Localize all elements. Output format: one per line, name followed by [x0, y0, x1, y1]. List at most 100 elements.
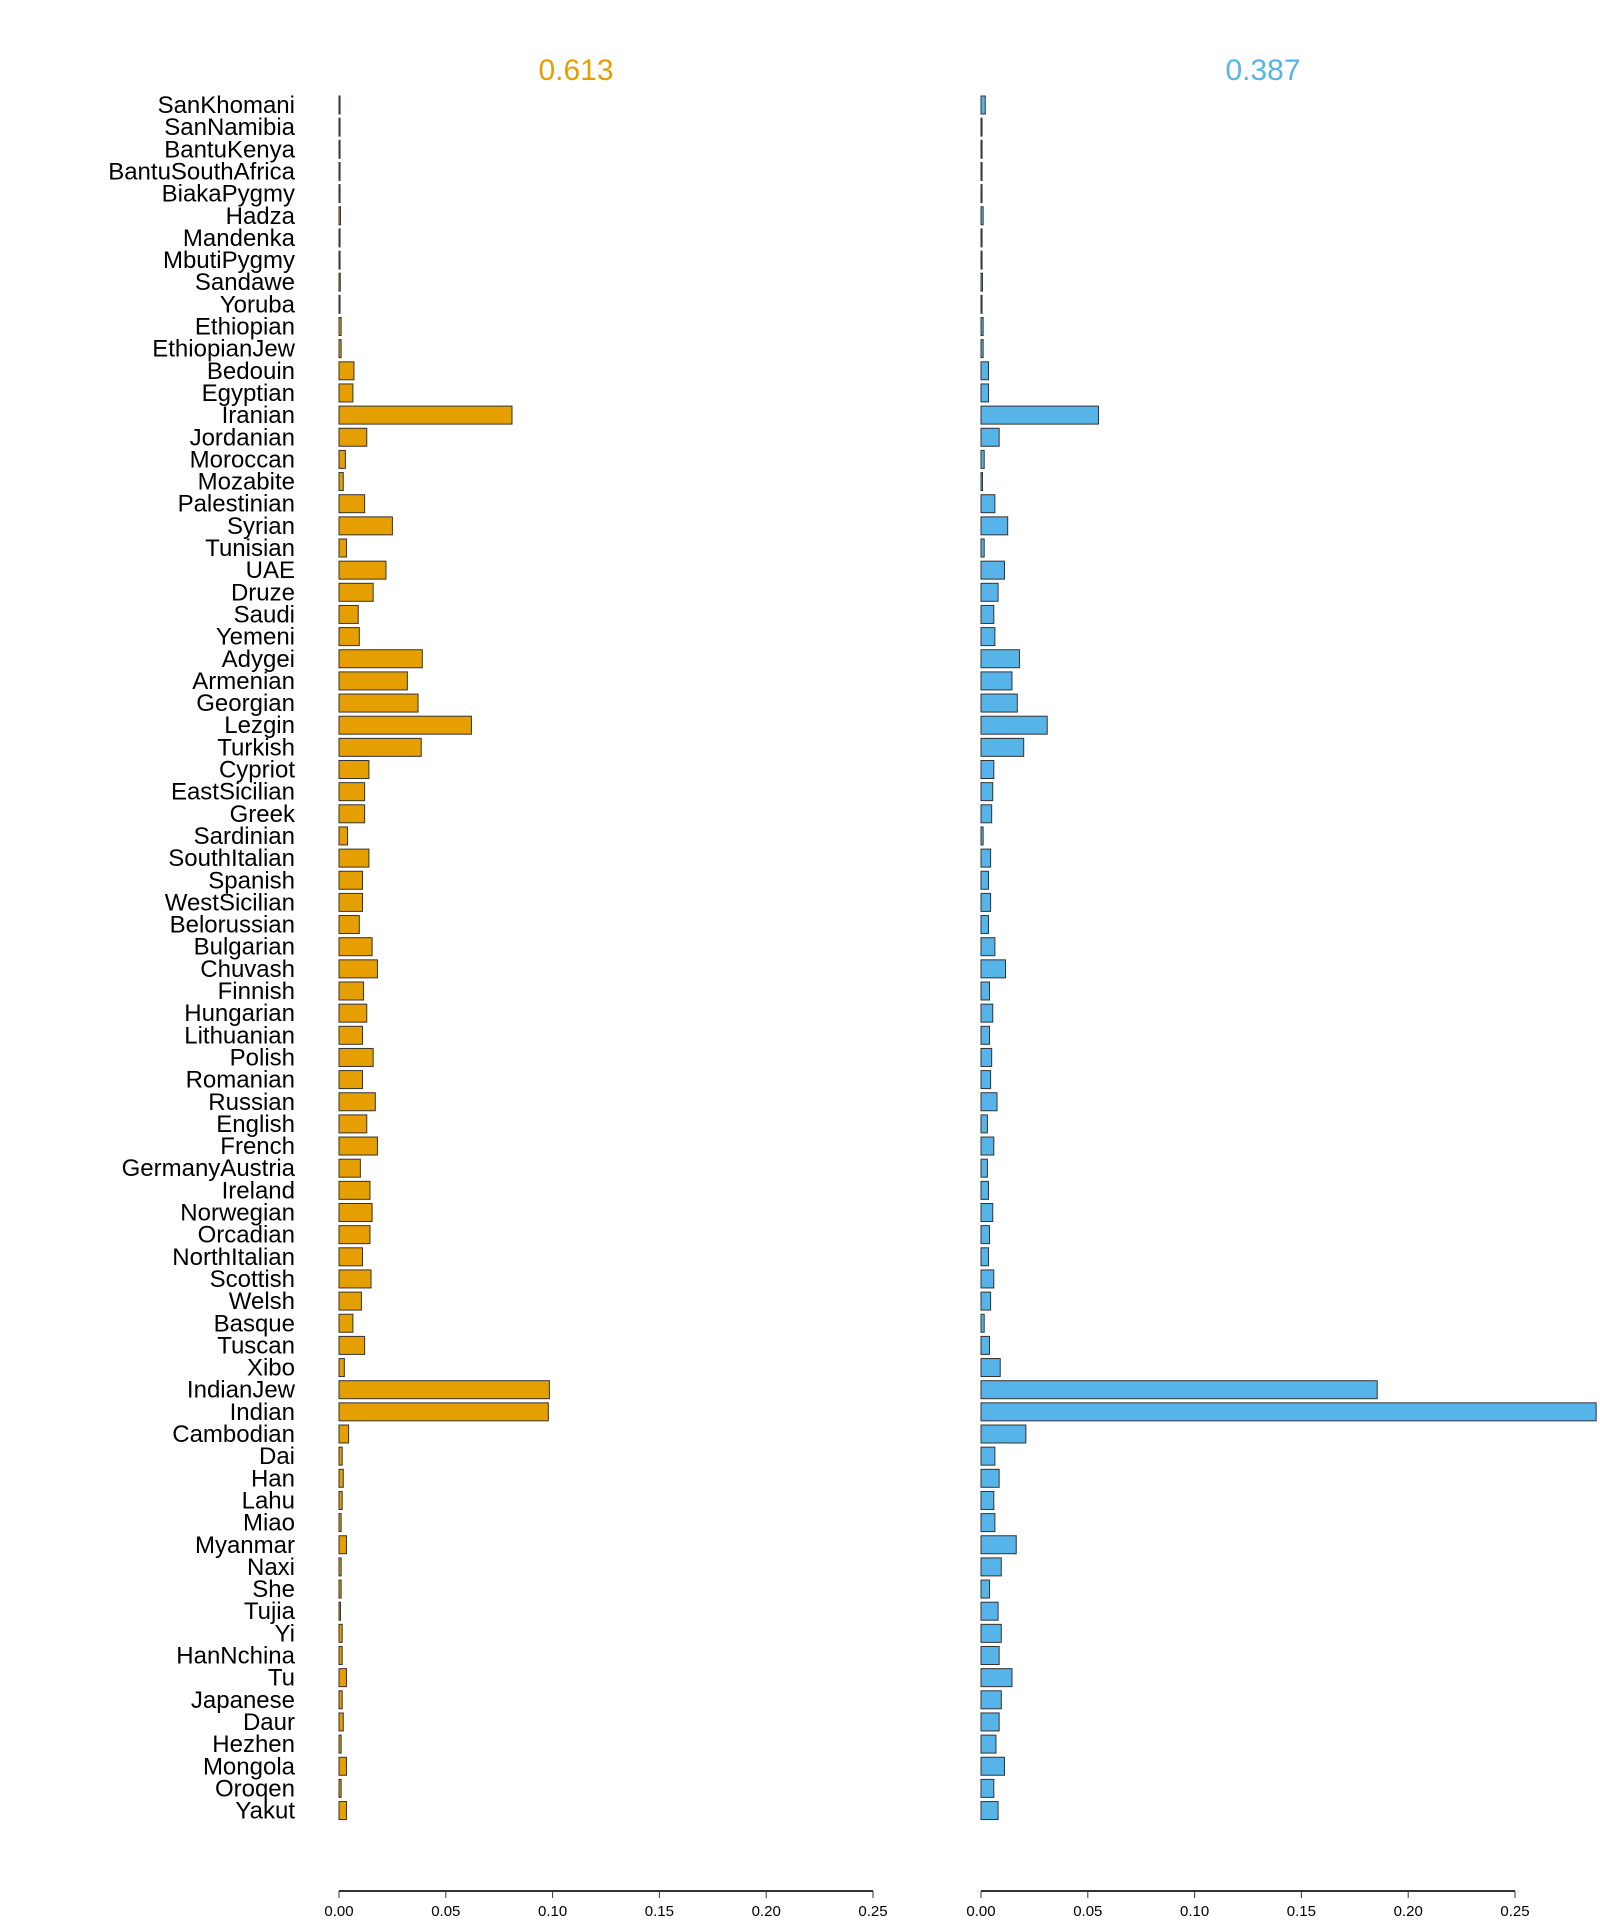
bar-egyptian-2	[980, 383, 989, 403]
bar-bedouin-1	[338, 361, 355, 381]
bar-finnish-1	[338, 981, 365, 1001]
bar-miao-1	[338, 1513, 342, 1533]
x-tick-label: 0.10	[538, 1903, 567, 1920]
bar-moroccan-1	[338, 449, 346, 469]
bar-turkish-2	[980, 737, 1025, 757]
bar-indian-2	[980, 1402, 1597, 1422]
bar-french-1	[338, 1136, 378, 1156]
category-label: Druze	[231, 579, 295, 606]
category-label: HanNchina	[176, 1643, 295, 1670]
bar-chuvash-1	[338, 959, 378, 979]
bar-han-1	[338, 1468, 344, 1488]
bar-indian-1	[338, 1402, 549, 1422]
bar-romanian-2	[980, 1070, 992, 1090]
bar-ireland-1	[338, 1180, 371, 1200]
bar-lithuanian-1	[338, 1025, 363, 1045]
category-label: Finnish	[218, 978, 295, 1005]
bar-daur-2	[980, 1712, 1000, 1732]
bar-mbutipygmy-2	[980, 250, 983, 270]
bar-chuvash-2	[980, 959, 1007, 979]
bar-daur-1	[338, 1712, 344, 1732]
x-tick-label: 0.15	[1287, 1903, 1316, 1920]
category-label: English	[216, 1111, 295, 1138]
bar-sannamibia-2	[980, 117, 983, 137]
category-label: Lezgin	[224, 712, 295, 739]
bar-yakut-2	[980, 1801, 999, 1821]
category-label: Hadza	[226, 203, 296, 230]
bar-yemeni-2	[980, 627, 996, 647]
category-label: Mongola	[203, 1753, 296, 1780]
bar-dai-1	[338, 1446, 343, 1466]
category-label: Cambodian	[172, 1421, 295, 1448]
bar-saudi-2	[980, 604, 995, 624]
bar-yemeni-1	[338, 627, 360, 647]
category-label: Belorussian	[170, 912, 295, 939]
bar-lahu-1	[338, 1490, 343, 1510]
bar-bantukenya-1	[338, 139, 341, 159]
x-tick-label: 0.10	[1180, 1903, 1209, 1920]
category-label: Romanian	[186, 1067, 295, 1094]
bar-hannchina-1	[338, 1646, 343, 1665]
category-label: Yi	[275, 1620, 295, 1647]
category-label: Adygei	[222, 646, 295, 673]
category-label: WestSicilian	[165, 889, 295, 916]
bar-armenian-1	[338, 671, 408, 691]
category-label: Mandenka	[183, 225, 296, 252]
bar-tunisian-1	[338, 538, 347, 558]
category-label: Ireland	[222, 1177, 295, 1204]
bar-greek-1	[338, 804, 366, 824]
bar-armenian-2	[980, 671, 1013, 691]
category-label: UAE	[246, 557, 295, 584]
bar-ethiopianjew-1	[338, 339, 342, 359]
bar-yakut-1	[338, 1801, 347, 1821]
category-label: Tujia	[244, 1598, 296, 1625]
category-label: GermanyAustria	[122, 1155, 296, 1182]
bar-russian-2	[980, 1092, 998, 1112]
category-label: She	[252, 1576, 295, 1603]
bar-yoruba-1	[338, 294, 341, 314]
bar-english-2	[980, 1114, 988, 1134]
bar-greek-2	[980, 804, 993, 824]
bar-yi-2	[980, 1623, 1002, 1643]
category-label: Lithuanian	[184, 1022, 295, 1049]
bar-bantukenya-2	[980, 139, 983, 159]
category-label: Iranian	[222, 402, 295, 429]
category-label: Scottish	[210, 1266, 295, 1293]
bar-druze-1	[338, 582, 374, 602]
bar-druze-2	[980, 582, 999, 602]
category-label: Tuscan	[217, 1332, 295, 1359]
category-label: French	[220, 1133, 295, 1160]
bar-norwegian-1	[338, 1203, 373, 1222]
category-label: Palestinian	[178, 491, 295, 518]
bar-tujia-1	[338, 1601, 341, 1621]
bar-cypriot-1	[338, 760, 370, 779]
category-label: Lahu	[242, 1487, 295, 1514]
category-label: NorthItalian	[172, 1244, 295, 1271]
bar-iranian-2	[980, 405, 1099, 425]
category-label: Oroqen	[215, 1775, 295, 1802]
category-label: Turkish	[217, 734, 295, 761]
bar-ethiopian-1	[338, 317, 342, 336]
category-label: Jordanian	[190, 424, 295, 451]
category-label: Spanish	[208, 867, 295, 894]
bar-han-2	[980, 1468, 1000, 1488]
bar-xibo-1	[338, 1358, 345, 1378]
category-label: Armenian	[192, 668, 295, 695]
bar-germanyaustria-1	[338, 1158, 361, 1178]
bar-adygei-1	[338, 649, 423, 669]
bar-belorussian-2	[980, 915, 989, 935]
bar-egyptian-1	[338, 383, 354, 403]
bar-tunisian-2	[980, 538, 985, 558]
bar-turkish-1	[338, 737, 422, 757]
bar-polish-2	[980, 1047, 993, 1067]
bar-romanian-1	[338, 1070, 363, 1090]
category-label: Yemeni	[216, 624, 295, 651]
bar-yi-1	[338, 1623, 343, 1643]
bar-eastsicilian-2	[980, 782, 994, 802]
bar-basque-2	[980, 1313, 985, 1333]
bar-georgian-2	[980, 693, 1018, 713]
category-label: Hungarian	[184, 1000, 295, 1027]
bar-cambodian-1	[338, 1424, 350, 1444]
category-label: Bulgarian	[194, 934, 295, 961]
category-label: Basque	[214, 1310, 295, 1337]
